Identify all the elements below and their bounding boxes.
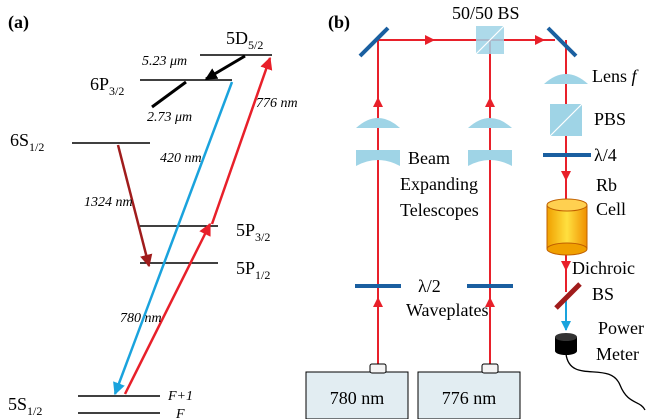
level-label: 5S1/2 [8,394,42,418]
waveplate-label: λ/4 [594,145,617,165]
emission-arrow [115,82,232,394]
telescope-label: Telescopes [400,200,479,220]
panel-label: (a) [8,12,29,33]
waveplate-label: λ/2 [418,276,441,296]
laser-port [482,364,498,373]
pbs-label: PBS [594,109,626,129]
wavelength-label: 420 nm [160,151,202,166]
power-meter-label: Meter [596,344,639,364]
wavelength-label: 1324 nm [84,195,133,210]
waveplate-label: Waveplates [406,300,489,320]
level-label: 5D5/2 [226,28,263,52]
wavelength-label: 776 nm [256,96,298,111]
panel-b: (b) 50/50 BS Beam Expanding Telescopes λ… [306,3,645,419]
wavelength-label: 5.23 μm [142,54,187,69]
level-label: 5P3/2 [236,220,270,244]
cell-label: Rb [596,175,617,195]
panel-label: (b) [328,12,350,33]
hyperfine-label: F [175,407,185,419]
dichroic [556,284,580,308]
figure: (a) 5D5/2 6P3/2 6S1/2 5P3/2 5P1/2 5S1/2 … [0,0,648,419]
decay-arrow [206,56,245,79]
telescope-label: Expanding [400,174,478,194]
laser-label: 776 nm [442,388,497,408]
dichroic-label: BS [592,284,614,304]
excitation-arrow [125,224,210,394]
wavelength-label: 2.73 μm [147,110,192,125]
level-label: 6S1/2 [10,130,44,154]
rb-cell [547,199,587,255]
telescope-label: Beam [408,148,450,168]
wavelength-label: 780 nm [120,311,162,326]
excitation-arrow [212,58,270,224]
cell-label: Cell [596,199,626,219]
dichroic-label: Dichroic [572,258,635,278]
panel-a: (a) 5D5/2 6P3/2 6S1/2 5P3/2 5P1/2 5S1/2 … [8,12,298,419]
hyperfine-label: F+1 [167,389,193,404]
lens-label: Lens f [592,66,640,86]
mirror [548,28,576,56]
level-label: 6P3/2 [90,74,124,98]
decay-line [152,82,186,107]
power-meter-label: Power [598,318,644,338]
mirror [360,28,388,56]
laser-port [370,364,386,373]
laser-label: 780 nm [330,388,385,408]
bs-label: 50/50 BS [452,3,520,23]
level-label: 5P1/2 [236,258,270,282]
